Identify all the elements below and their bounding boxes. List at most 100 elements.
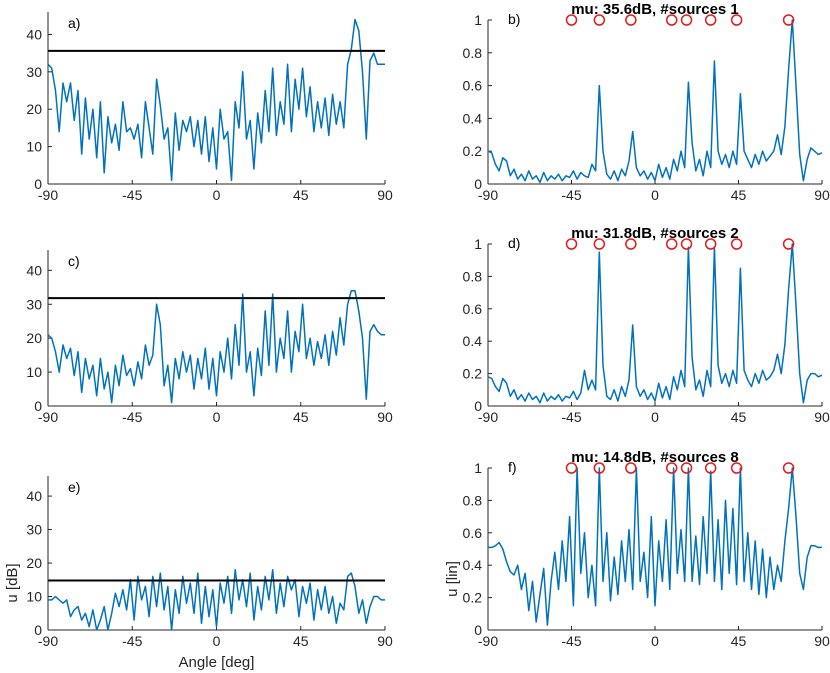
x-tick-label: 0 — [213, 187, 221, 203]
source-marker — [680, 462, 693, 474]
source-marker — [704, 462, 717, 474]
x-tick-label: 90 — [814, 633, 830, 649]
x-tick-label: -45 — [122, 633, 142, 649]
panel-e: -90 -45 0 45 90 0 10 20 30 40 e) u [dB] Angle [deg] — [4, 476, 393, 671]
x-tick-label: 0 — [213, 633, 221, 649]
x-tick-label: 45 — [293, 187, 309, 203]
y-tick-label: 30 — [26, 64, 42, 80]
x-tick-label: 45 — [731, 633, 747, 649]
x-tick-label: -90 — [478, 409, 498, 425]
source-marker — [704, 238, 717, 250]
panel-label: c) — [68, 253, 80, 269]
source-marker — [782, 238, 795, 250]
y-tick-label: 0.8 — [463, 492, 483, 508]
x-tick-label: 0 — [213, 409, 221, 425]
x-tick-label: -90 — [478, 187, 498, 203]
y-axis-label: u [lin] — [444, 561, 461, 597]
source-marker — [665, 14, 678, 26]
x-tick-label: 90 — [814, 187, 830, 203]
y-tick-label: 0.2 — [463, 366, 483, 382]
x-tick-label: 0 — [651, 633, 659, 649]
y-tick-label: 1 — [474, 236, 482, 252]
source-marker — [730, 462, 743, 474]
x-tick-label: -90 — [38, 187, 58, 203]
y-tick-label: 0.6 — [463, 301, 483, 317]
y-tick-label: 10 — [26, 589, 42, 605]
panel-b: -90 -45 0 45 90 0 0.2 0.4 0.6 0.8 1 b) mu: 35.6dB, #… — [463, 1, 830, 203]
chart-title: mu: 35.6dB, #sources 1 — [571, 1, 739, 18]
x-tick-label: -90 — [38, 633, 58, 649]
source-marker — [593, 14, 606, 26]
x-tick-label: 0 — [651, 187, 659, 203]
y-tick-label: 20 — [26, 101, 42, 117]
y-tick-label: 30 — [26, 522, 42, 538]
x-tick-label: 45 — [731, 187, 747, 203]
y-tick-label: 0 — [474, 398, 482, 414]
panel-a: -90 -45 0 45 90 0 10 20 30 40 a) — [26, 12, 393, 203]
y-tick-label: 40 — [26, 262, 42, 278]
spectrum-line — [48, 568, 385, 631]
source-marker — [782, 14, 795, 26]
y-tick-label: 0 — [474, 176, 482, 192]
y-tick-label: 0 — [34, 176, 42, 192]
x-tick-label: -90 — [478, 633, 498, 649]
y-tick-label: 0 — [474, 622, 482, 638]
x-tick-label: 90 — [377, 187, 393, 203]
y-tick-label: 0.8 — [463, 45, 483, 61]
source-marker — [680, 14, 693, 26]
source-marker — [625, 238, 637, 250]
x-tick-label: 45 — [731, 409, 747, 425]
source-marker — [625, 14, 637, 26]
spectrum-line — [487, 19, 823, 184]
y-tick-label: 0 — [34, 398, 42, 414]
source-marker — [782, 462, 795, 474]
source-marker — [593, 462, 606, 474]
panel-label: e) — [68, 479, 80, 495]
x-tick-label: 90 — [814, 409, 830, 425]
panel-label: a) — [68, 15, 80, 31]
y-tick-label: 20 — [26, 330, 42, 346]
x-tick-label: -90 — [38, 409, 58, 425]
y-tick-label: 0.4 — [463, 333, 483, 349]
y-tick-label: 1 — [474, 460, 482, 476]
spectrum-line — [47, 289, 385, 404]
x-tick-label: 45 — [293, 633, 309, 649]
y-axis-label: u [dB] — [4, 563, 21, 602]
y-tick-label: 10 — [26, 139, 42, 155]
x-axis-label: Angle [deg] — [179, 654, 255, 671]
source-marker — [730, 14, 743, 26]
y-tick-label: 0.2 — [463, 143, 483, 159]
source-marker — [625, 462, 637, 474]
source-marker — [704, 14, 717, 26]
x-tick-label: -45 — [122, 409, 142, 425]
y-tick-label: 0.6 — [463, 525, 483, 541]
x-tick-label: 45 — [293, 409, 309, 425]
y-tick-label: 40 — [26, 488, 42, 504]
y-tick-label: 0.8 — [463, 268, 483, 284]
y-tick-label: 0 — [34, 622, 42, 638]
panel-f: -90 -45 0 45 90 0 0.2 0.4 0.6 0.8 1 f) mu: 14.8dB, #… — [444, 449, 830, 649]
spectrum-line — [488, 467, 822, 626]
source-marker — [665, 462, 678, 474]
panel-label: d) — [508, 235, 520, 251]
source-marker — [565, 14, 578, 26]
spectrum-line — [487, 243, 823, 404]
x-tick-label: -45 — [561, 187, 581, 203]
panel-d: -90 -45 0 45 90 0 0.2 0.4 0.6 0.8 1 d) mu: 31.8dB, #… — [463, 225, 830, 425]
y-tick-label: 20 — [26, 555, 42, 571]
source-marker — [665, 238, 678, 250]
y-tick-label: 0.6 — [463, 78, 483, 94]
panel-c: -90 -45 0 45 90 0 10 20 30 40 c) — [26, 250, 393, 425]
x-tick-label: 0 — [651, 409, 659, 425]
x-tick-label: 90 — [377, 409, 393, 425]
x-tick-label: -45 — [561, 633, 581, 649]
y-tick-label: 1 — [474, 12, 482, 28]
source-marker — [565, 238, 578, 250]
y-tick-label: 10 — [26, 364, 42, 380]
x-tick-label: -45 — [122, 187, 142, 203]
spectrum-line — [47, 18, 385, 182]
chart-title: mu: 14.8dB, #sources 8 — [571, 449, 739, 466]
y-tick-label: 40 — [26, 26, 42, 42]
source-marker — [593, 238, 606, 250]
